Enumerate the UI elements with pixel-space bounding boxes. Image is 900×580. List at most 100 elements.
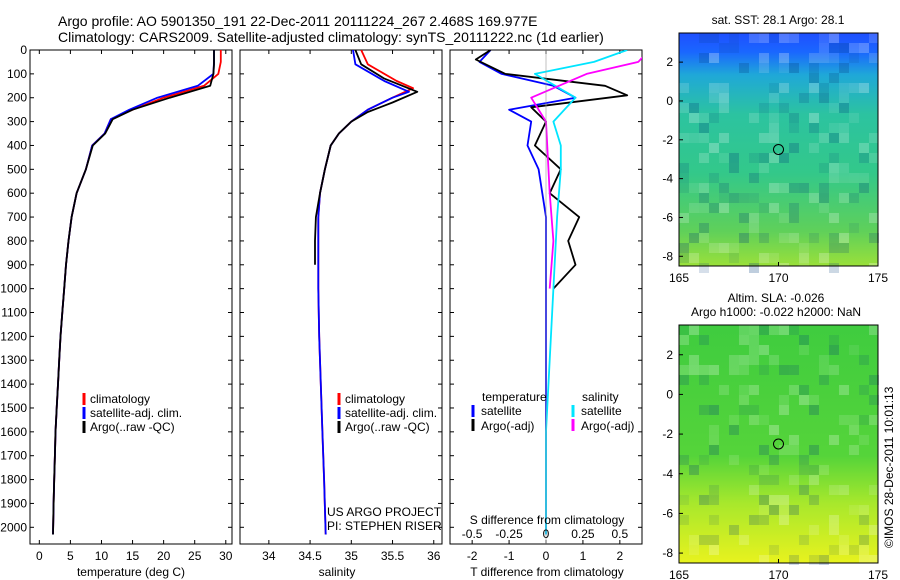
map-pixel <box>729 193 739 203</box>
map-pixel <box>679 335 689 345</box>
map-pixel <box>859 143 869 153</box>
map-pixel <box>869 485 879 495</box>
legend-s-argo: Argo(-adj) <box>581 419 634 433</box>
x-tick-label: 34 <box>262 549 276 563</box>
map-pixel <box>679 103 689 113</box>
map-pixel <box>819 83 829 93</box>
s-diff-tick-label: 0.5 <box>612 527 629 541</box>
x-tick-label: 1 <box>580 549 587 563</box>
map-pixel <box>839 385 849 395</box>
map-pixel <box>699 535 709 545</box>
series-line-argo-raw-qc- <box>314 50 419 265</box>
map-pixel <box>829 213 839 223</box>
map-pixel <box>709 535 719 545</box>
map-pixel <box>759 103 769 113</box>
map-pixel <box>749 415 759 425</box>
map-pixel <box>859 535 869 545</box>
map-pixel <box>819 163 829 173</box>
map-pixel <box>749 33 759 43</box>
map-pixel <box>829 33 839 43</box>
map-pixel <box>839 123 849 133</box>
map-x-tick-label: 170 <box>768 568 788 580</box>
map-pixel <box>699 203 709 213</box>
map-pixel <box>739 193 749 203</box>
map-pixel <box>709 365 719 375</box>
map-pixel <box>719 385 729 395</box>
map-pixel <box>819 33 829 43</box>
map-y-tick-label: -8 <box>662 546 673 560</box>
map-pixel <box>839 93 849 103</box>
map-pixel <box>699 263 709 273</box>
map-pixel <box>709 203 719 213</box>
map-pixel <box>709 425 719 435</box>
map-pixel <box>679 375 689 385</box>
map-pixel <box>839 133 849 143</box>
series-line-argo-adj- <box>530 56 642 289</box>
map-pixel <box>679 253 689 263</box>
salinity-legend: climatology satellite-adj. clim. Argo(..… <box>337 392 437 434</box>
map-pixel <box>849 445 859 455</box>
map-pixel <box>859 515 869 525</box>
map-pixel <box>779 395 789 405</box>
map-pixel <box>729 425 739 435</box>
map-pixel <box>759 505 769 515</box>
map-pixel <box>809 193 819 203</box>
map-pixel <box>689 183 699 193</box>
map-pixel <box>869 213 879 223</box>
map-pixel <box>799 263 809 273</box>
map-pixel <box>719 103 729 113</box>
map-pixel <box>679 455 689 465</box>
depth-tick-label: 700 <box>7 210 27 224</box>
x-tick-label: 0 <box>36 549 43 563</box>
x-tick-label: 0 <box>543 549 550 563</box>
map-pixel <box>799 345 809 355</box>
map-pixel <box>719 203 729 213</box>
map-pixel <box>809 113 819 123</box>
map-y-tick-label: -2 <box>662 133 673 147</box>
map-pixel <box>759 253 769 263</box>
map-pixel <box>859 153 869 163</box>
map-pixel <box>699 233 709 243</box>
map-pixel <box>869 133 879 143</box>
map-pixel <box>839 535 849 545</box>
depth-tick-label: 600 <box>7 186 27 200</box>
legend-climatology: climatology <box>345 392 405 406</box>
x-tick-label: 20 <box>157 549 171 563</box>
map-pixel <box>689 465 699 475</box>
map-pixel <box>699 133 709 143</box>
map-pixel <box>709 405 719 415</box>
map-pixel <box>769 203 779 213</box>
s-difference-ticklabels: -0.5 -0.25 0 0.25 0.5 <box>462 527 629 541</box>
legend-header-temperature: temperature <box>482 390 547 404</box>
map-pixel <box>739 325 749 335</box>
temperature-axes-frame <box>29 49 233 545</box>
depth-tick-label: 1400 <box>0 377 27 391</box>
map-pixel <box>719 183 729 193</box>
map-pixel <box>839 233 849 243</box>
map-pixel <box>819 555 829 565</box>
map-pixel <box>849 425 859 435</box>
legend-t-argo: Argo(-adj) <box>481 419 534 433</box>
map-pixel <box>729 243 739 253</box>
map-pixel <box>839 163 849 173</box>
map-pixel <box>829 43 839 53</box>
map-pixel <box>759 325 769 335</box>
map-pixel <box>869 53 879 63</box>
map-x-tick-label: 170 <box>768 271 788 285</box>
map-pixel <box>829 435 839 445</box>
map-field-fill <box>679 325 878 563</box>
imos-credit: ©IMOS 28-Dec-2011 10:01:13 <box>882 386 896 548</box>
map-pixel <box>769 325 779 335</box>
map-pixel <box>869 395 879 405</box>
sla-map-axes: 165 170 175 2 0 -2 -4 -6 -8 <box>662 348 888 580</box>
map-pixel <box>789 143 799 153</box>
map-pixel <box>829 515 839 525</box>
map-x-tick-label: 175 <box>868 568 888 580</box>
map-pixel <box>859 173 869 183</box>
map-pixel <box>789 183 799 193</box>
map-pixel <box>749 385 759 395</box>
depth-tick-label: 1500 <box>0 401 27 415</box>
map-pixel <box>679 243 689 253</box>
map-pixel <box>819 355 829 365</box>
map-pixel <box>819 183 829 193</box>
